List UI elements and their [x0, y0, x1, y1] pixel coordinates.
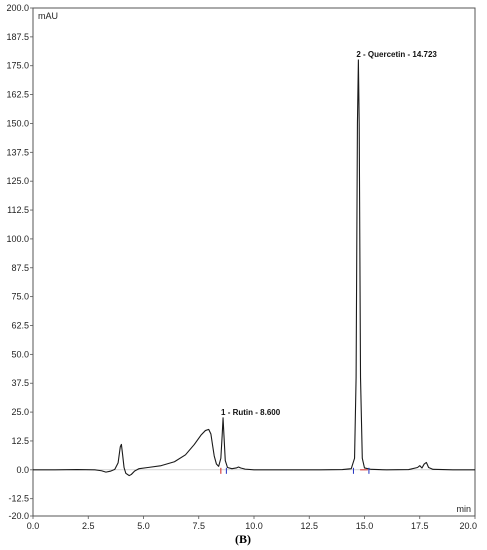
y-tick-label: 0.0: [16, 465, 29, 475]
x-tick-label: 5.0: [137, 521, 150, 531]
peak-markers: [220, 467, 370, 474]
peak-label: 1 - Rutin - 8.600: [221, 408, 281, 417]
y-tick-label: 50.0: [11, 349, 29, 359]
y-axis-unit-label: mAU: [38, 11, 58, 21]
x-axis: 0.0 2.5 5.0 7.5 10.0 12.5 15.0 17.5 20.0: [27, 516, 477, 531]
figure-caption: (B): [235, 532, 251, 546]
y-tick-label: -20.0: [8, 511, 29, 521]
x-tick-label: 15.0: [356, 521, 374, 531]
y-tick-label: 75.0: [11, 292, 29, 302]
y-tick-label: 12.5: [11, 436, 29, 446]
y-tick-label: -12.5: [8, 494, 29, 504]
y-tick-label: 162.5: [6, 90, 29, 100]
x-tick-label: 17.5: [411, 521, 429, 531]
chromatogram-trace: [33, 59, 475, 477]
y-axis: 200.0 187.5 175.0 162.5 150.0 137.5 125.0 112.5…: [6, 3, 33, 521]
y-tick-label: 187.5: [6, 32, 29, 42]
x-tick-label: 10.0: [245, 521, 263, 531]
y-tick-label: 112.5: [7, 205, 29, 215]
y-tick-label: 150.0: [6, 118, 29, 128]
plot-frame: [32, 7, 476, 517]
y-tick-label: 100.0: [6, 234, 29, 244]
peak-label: 2 - Quercetin - 14.723: [356, 50, 437, 59]
x-tick-label: 0.0: [27, 521, 40, 531]
x-tick-label: 2.5: [82, 521, 95, 531]
y-tick-label: 87.5: [11, 263, 29, 273]
y-tick-label: 175.0: [6, 61, 29, 71]
y-tick-label: 200.0: [6, 3, 29, 13]
x-tick-label: 7.5: [192, 521, 205, 531]
y-tick-label: 125.0: [6, 176, 29, 186]
x-tick-label: 12.5: [300, 521, 318, 531]
x-tick-label: 20.0: [459, 521, 477, 531]
peak-annotations: 1 - Rutin - 8.600 2 - Quercetin - 14.723: [221, 50, 437, 417]
y-tick-label: 62.5: [11, 321, 29, 331]
y-tick-label: 37.5: [11, 378, 29, 388]
x-axis-unit-label: min: [456, 504, 471, 514]
y-tick-label: 137.5: [6, 147, 29, 157]
y-tick-label: 25.0: [11, 407, 29, 417]
